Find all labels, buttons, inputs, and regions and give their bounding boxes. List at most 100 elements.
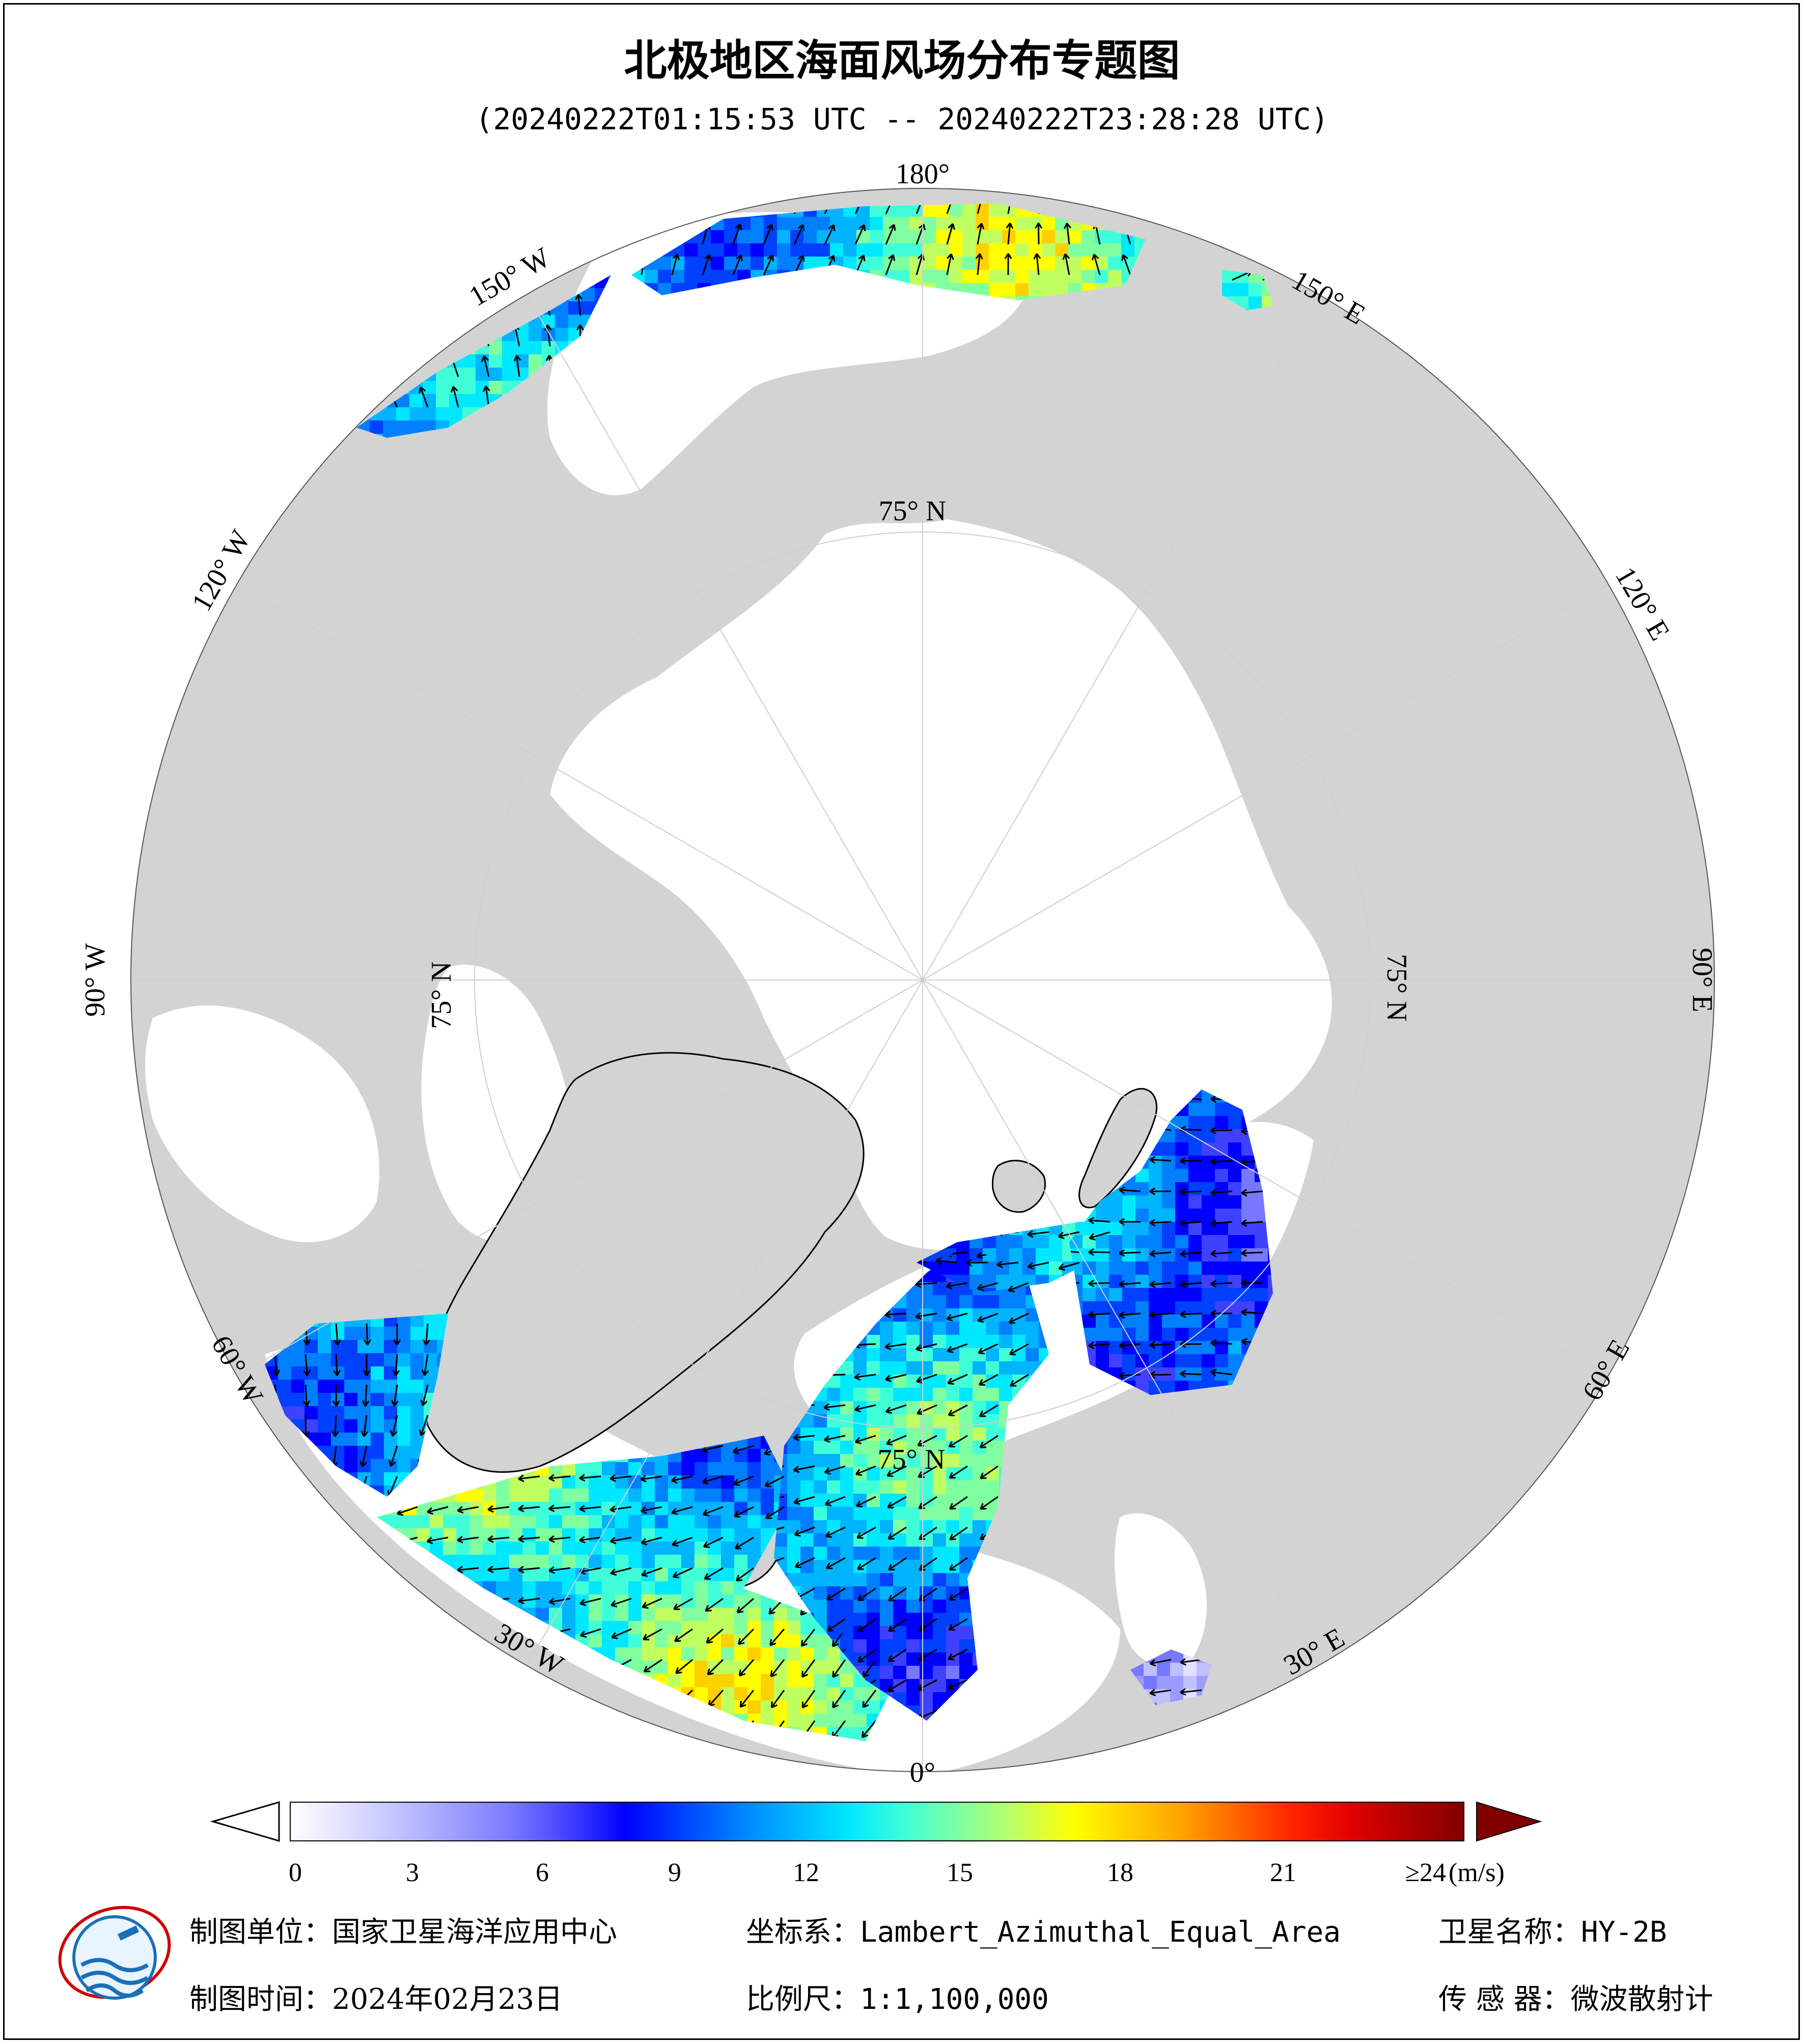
wind-cell bbox=[417, 1661, 430, 1674]
wind-cell bbox=[1202, 1328, 1215, 1341]
wind-cell bbox=[909, 217, 923, 231]
wind-cell bbox=[589, 1462, 602, 1476]
wind-cell bbox=[1109, 1354, 1123, 1368]
wind-arrow bbox=[948, 1648, 968, 1661]
wind-cell bbox=[1170, 1663, 1184, 1676]
wind-cell bbox=[814, 1560, 827, 1574]
wind-cell bbox=[880, 1388, 894, 1402]
wind-cell bbox=[1109, 1235, 1123, 1249]
wind-cell bbox=[344, 1380, 358, 1393]
wind-cell bbox=[331, 1406, 345, 1420]
wind-cell bbox=[893, 1348, 907, 1362]
wind-cell bbox=[589, 1740, 602, 1741]
wind-cell bbox=[721, 1475, 735, 1489]
wind-cell bbox=[370, 421, 383, 434]
wind-arrow bbox=[614, 1720, 632, 1735]
wind-cell bbox=[502, 341, 516, 355]
wind-cell bbox=[920, 1719, 933, 1721]
wind-cell bbox=[642, 1489, 655, 1502]
wind-cell bbox=[751, 257, 764, 270]
wind-arrow bbox=[1088, 1310, 1111, 1319]
wind-arrow bbox=[1069, 1247, 1080, 1255]
wind-cell bbox=[356, 275, 370, 289]
wind-cell bbox=[1002, 283, 1016, 297]
wind-cell bbox=[356, 368, 370, 381]
wind-cell bbox=[536, 1502, 549, 1516]
wind-cell bbox=[906, 1322, 920, 1335]
wind-cell bbox=[989, 217, 1003, 231]
wind-arrow bbox=[949, 1496, 968, 1510]
wind-cell bbox=[390, 1515, 404, 1529]
wind-cell bbox=[827, 1573, 841, 1587]
wind-cell bbox=[1122, 1182, 1136, 1196]
wind-cell bbox=[383, 368, 397, 381]
wind-arrow bbox=[674, 1628, 693, 1642]
wind-cell bbox=[962, 243, 976, 257]
wind-cell bbox=[747, 1674, 761, 1688]
wind-cell bbox=[1228, 1275, 1242, 1289]
wind-arrow bbox=[548, 1566, 571, 1574]
wind-cell bbox=[449, 275, 463, 289]
wind-cell bbox=[1268, 1262, 1273, 1275]
wind-cell bbox=[655, 1647, 669, 1661]
wind-cell bbox=[880, 1586, 894, 1600]
footer-satellite: 卫星名称：HY-2B bbox=[1438, 1909, 1667, 1950]
wind-cell bbox=[278, 1353, 292, 1367]
wind-cell bbox=[549, 1700, 563, 1714]
wind-cell bbox=[880, 1375, 894, 1388]
wind-cell bbox=[920, 1533, 933, 1547]
wind-cell bbox=[377, 1687, 391, 1701]
wind-cell bbox=[1109, 1314, 1123, 1328]
wind-cell bbox=[344, 1419, 358, 1433]
wind-arrow bbox=[392, 1354, 400, 1376]
wind-cell bbox=[1135, 1209, 1149, 1222]
wind-cell bbox=[814, 1507, 827, 1521]
wind-cell bbox=[642, 1621, 655, 1635]
wind-cell bbox=[1096, 1262, 1109, 1275]
wind-cell bbox=[278, 1472, 292, 1486]
wind-cell bbox=[906, 1480, 920, 1494]
wind-cell bbox=[318, 1419, 331, 1433]
wind-cell bbox=[370, 275, 383, 289]
wind-arrow bbox=[487, 1505, 510, 1513]
wind-cell bbox=[827, 1388, 841, 1402]
wind-cell bbox=[946, 1560, 960, 1574]
wind-arrow bbox=[417, 326, 429, 347]
wind-cell bbox=[403, 1515, 417, 1529]
wind-cell bbox=[906, 1507, 920, 1521]
wind-cell bbox=[575, 1727, 589, 1741]
wind-cell bbox=[946, 1388, 960, 1402]
wind-cell bbox=[787, 1507, 801, 1521]
wind-cell bbox=[1122, 1262, 1136, 1275]
wind-cell bbox=[721, 1674, 735, 1688]
wind-cell bbox=[1029, 217, 1042, 231]
wind-cell bbox=[1108, 243, 1122, 257]
wind-cell bbox=[549, 1714, 563, 1727]
wind-cell bbox=[1268, 1275, 1273, 1289]
wind-cell bbox=[318, 1327, 331, 1340]
wind-cell bbox=[668, 1555, 682, 1569]
wind-cell bbox=[734, 1528, 748, 1542]
wind-arrow bbox=[1088, 1279, 1111, 1287]
wind-arrow bbox=[356, 387, 368, 408]
wind-arrow bbox=[1119, 1186, 1141, 1194]
wind-cell bbox=[920, 1414, 933, 1428]
wind-cell bbox=[923, 270, 936, 284]
wind-cell bbox=[483, 1740, 496, 1741]
wind-arrow bbox=[774, 1526, 785, 1535]
wind-cell bbox=[920, 1573, 933, 1587]
wind-cell bbox=[436, 315, 450, 328]
wind-cell bbox=[390, 1687, 404, 1701]
footer-scale: 比例尺：1:1,100,000 bbox=[746, 1976, 1049, 2018]
wind-cell bbox=[602, 1502, 616, 1516]
wind-cell bbox=[410, 1406, 424, 1420]
wind-cell bbox=[1081, 230, 1095, 244]
wind-cell bbox=[1015, 257, 1029, 270]
wind-arrow bbox=[975, 253, 983, 275]
wind-arrow bbox=[948, 1435, 968, 1448]
wind-cell bbox=[377, 1594, 391, 1608]
wind-cell bbox=[946, 1441, 960, 1454]
wind-cell bbox=[787, 1700, 801, 1714]
wind-cell bbox=[906, 1626, 920, 1640]
wind-arrow bbox=[333, 1354, 341, 1376]
